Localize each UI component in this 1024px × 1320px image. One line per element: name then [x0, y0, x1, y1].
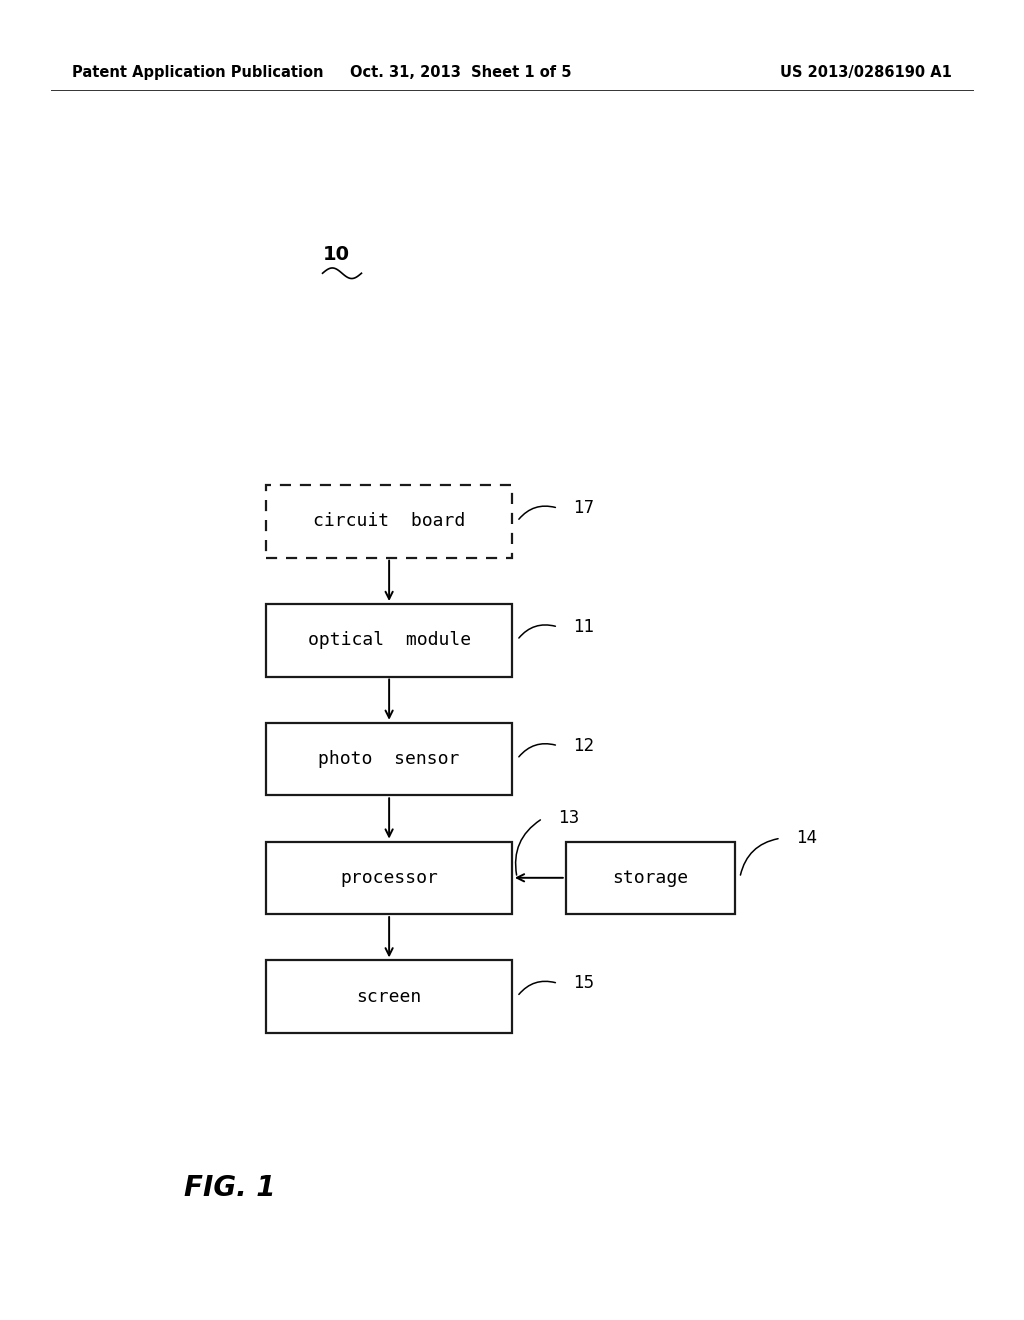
Text: 13: 13 [558, 809, 580, 828]
Bar [266, 484, 512, 557]
Text: circuit  board: circuit board [313, 512, 465, 531]
Text: Patent Application Publication: Patent Application Publication [72, 65, 324, 81]
Bar [266, 605, 512, 676]
Text: processor: processor [340, 869, 438, 887]
Text: US 2013/0286190 A1: US 2013/0286190 A1 [780, 65, 952, 81]
Text: 11: 11 [573, 618, 595, 636]
Text: optical  module: optical module [307, 631, 471, 649]
Bar [266, 723, 512, 795]
Bar [565, 842, 735, 913]
Bar [266, 842, 512, 913]
Bar [266, 961, 512, 1032]
Text: storage: storage [612, 869, 688, 887]
Text: 17: 17 [573, 499, 595, 517]
Text: 12: 12 [573, 737, 595, 755]
Text: 15: 15 [573, 974, 595, 993]
Text: 14: 14 [797, 829, 817, 847]
Text: 10: 10 [323, 246, 349, 264]
Text: screen: screen [356, 987, 422, 1006]
Text: Oct. 31, 2013  Sheet 1 of 5: Oct. 31, 2013 Sheet 1 of 5 [350, 65, 571, 81]
Text: FIG. 1: FIG. 1 [184, 1173, 275, 1203]
Text: photo  sensor: photo sensor [318, 750, 460, 768]
